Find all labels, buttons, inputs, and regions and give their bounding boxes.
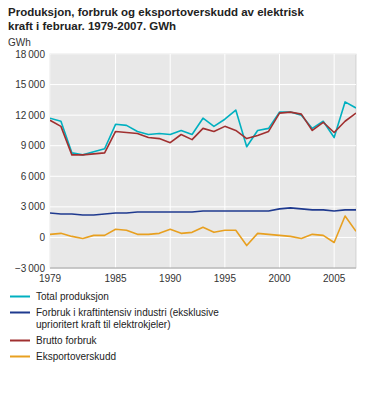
x-grid-line: [334, 54, 335, 268]
y-tick-label: −3 000: [15, 263, 46, 274]
y-tick-label: 15 000: [15, 79, 45, 90]
series-line: [50, 112, 356, 155]
y-tick-label: 0: [39, 232, 45, 243]
y-tick-label: 12 000: [15, 110, 45, 121]
y-grid-line: [50, 206, 356, 207]
grid: [50, 54, 356, 268]
y-tick-label: 6 000: [21, 171, 46, 182]
x-grid-line: [115, 54, 116, 268]
chart: Produksjon, forbruk og eksportoverskudd …: [0, 0, 366, 396]
legend-label-line: Brutto forbruk: [36, 335, 98, 346]
y-grid-line: [50, 268, 356, 269]
x-tick-label: 1995: [214, 273, 237, 284]
legend-label: Forbruk i kraftintensiv industri (eksklu…: [36, 307, 219, 330]
x-grid-line: [50, 54, 51, 268]
legend-label: Total produksjon: [36, 291, 109, 302]
legend-label-line: Forbruk i kraftintensiv industri (eksklu…: [36, 307, 219, 318]
legend-swatch: [10, 312, 30, 314]
x-tick-label: 1990: [159, 273, 182, 284]
y-grid-line: [50, 84, 356, 85]
title-line: kraft i februar. 1979-2007. GWh: [8, 20, 176, 32]
y-tick-label: 9 000: [21, 140, 46, 151]
legend-swatch: [10, 356, 30, 358]
legend: Total produksjon Forbruk i kraftintensiv …: [10, 291, 219, 362]
x-axis-line: [50, 268, 356, 269]
legend-swatch: [10, 340, 30, 342]
y-tick-label: 18 000: [15, 49, 45, 60]
title-line: Produksjon, forbruk og eksportoverskudd …: [8, 6, 304, 18]
plot-area: [50, 54, 356, 268]
series-line: [50, 216, 356, 246]
x-grid-line: [170, 54, 171, 268]
legend-label: Brutto forbruk: [36, 335, 98, 346]
y-grid-line: [50, 237, 356, 238]
title: Produksjon, forbruk og eksportoverskudd …: [8, 6, 304, 32]
lines: [50, 102, 356, 246]
legend-label-line: Eksportoverskudd: [36, 351, 116, 362]
x-grid-line: [224, 54, 225, 268]
y-grid-line: [50, 115, 356, 116]
y-grid-line: [50, 54, 356, 55]
y-tick-label: 3 000: [21, 201, 46, 212]
legend-label-line: uprioritert kraft til elektrokjeler): [36, 319, 170, 330]
y-grid-line: [50, 145, 356, 146]
x-tick-label: 1985: [104, 273, 127, 284]
legend-label-line: Total produksjon: [36, 291, 109, 302]
legend-swatch: [10, 296, 30, 298]
x-tick-label: 2005: [323, 273, 346, 284]
x-tick-label: 1979: [39, 273, 62, 284]
legend-label: Eksportoverskudd: [36, 351, 116, 362]
x-tick-label: 2000: [268, 273, 291, 284]
series-line: [50, 208, 356, 215]
series-line: [50, 102, 356, 155]
y-axis-label: GWh: [8, 37, 31, 48]
y-grid-line: [50, 176, 356, 177]
